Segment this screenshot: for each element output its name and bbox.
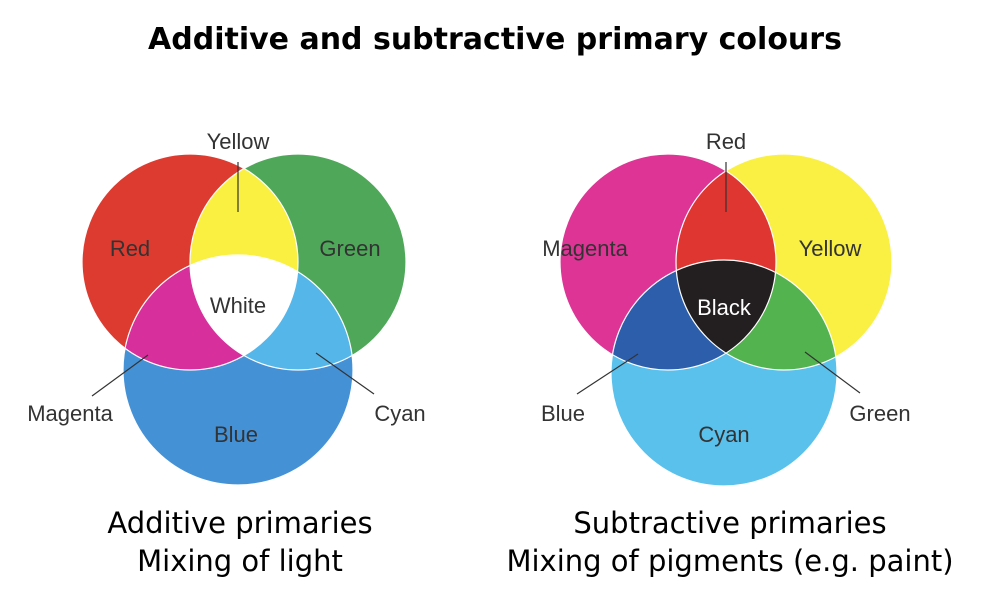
additive-cyan-region [190, 255, 353, 370]
subtractive-label-red: Red [706, 129, 746, 154]
subtractive-venn: Red Magenta Yellow Black Blue Green Cyan [541, 129, 911, 487]
subtractive-caption-line2: Mixing of pigments (e.g. paint) [506, 544, 954, 578]
additive-label-yellow: Yellow [207, 129, 270, 154]
subtractive-green-region [676, 260, 837, 370]
additive-caption-line2: Mixing of light [137, 544, 343, 578]
additive-caption-line1: Additive primaries [107, 506, 373, 540]
subtractive-green-leader [804, 351, 861, 394]
subtractive-blue-leader [576, 353, 639, 395]
subtractive-label-magenta: Magenta [542, 236, 628, 261]
subtractive-caption: Subtractive primaries Mixing of pigments… [480, 504, 980, 580]
additive-label-magenta: Magenta [27, 401, 113, 426]
additive-label-blue: Blue [214, 422, 258, 447]
page-title: Additive and subtractive primary colours [148, 22, 842, 57]
subtractive-blue-region [611, 260, 776, 370]
additive-label-green: Green [319, 236, 380, 261]
subtractive-label-blue: Blue [541, 401, 585, 426]
additive-venn: Yellow Red Green White Magenta Cyan Blue [27, 129, 426, 486]
additive-label-white: White [210, 293, 266, 318]
additive-label-red: Red [110, 236, 150, 261]
additive-cyan-leader [315, 352, 375, 395]
subtractive-caption-line1: Subtractive primaries [573, 506, 887, 540]
additive-label-cyan: Cyan [374, 401, 425, 426]
subtractive-label-black: Black [697, 295, 752, 320]
subtractive-label-green: Green [849, 401, 910, 426]
additive-magenta-leader [91, 354, 149, 397]
subtractive-label-cyan: Cyan [698, 422, 749, 447]
subtractive-label-yellow: Yellow [799, 236, 862, 261]
additive-caption: Additive primaries Mixing of light [40, 504, 440, 580]
